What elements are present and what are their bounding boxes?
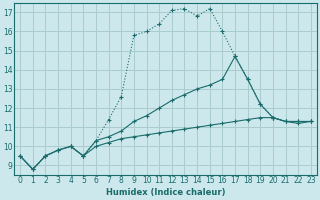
X-axis label: Humidex (Indice chaleur): Humidex (Indice chaleur) [106,188,225,197]
